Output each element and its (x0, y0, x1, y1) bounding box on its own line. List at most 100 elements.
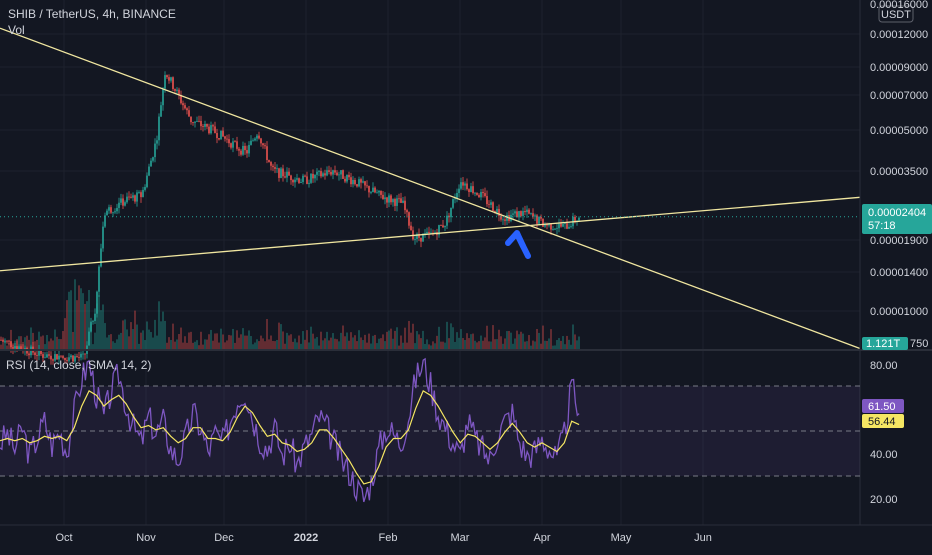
candle-body (440, 225, 442, 226)
volume-bar (206, 339, 208, 349)
volume-bar (470, 334, 472, 349)
candle-body (218, 138, 220, 140)
volume-bar (140, 332, 142, 349)
volume-bar (334, 338, 336, 349)
volume-bar (232, 328, 234, 349)
volume-bar (292, 341, 294, 349)
candle-body (490, 202, 492, 205)
candle-body (254, 138, 256, 141)
candle-body (166, 75, 168, 78)
candle-body (224, 136, 226, 139)
volume-bar (262, 338, 264, 349)
rsi-axis[interactable]: 80.00 40.00 20.00 (870, 360, 898, 506)
volume-bar (0, 344, 2, 349)
candle-body (400, 198, 402, 203)
candle-body (286, 171, 288, 178)
candle-body (446, 215, 448, 226)
volume-bar (60, 339, 62, 349)
volume-bar (466, 333, 468, 349)
volume-bar (480, 335, 482, 349)
time-axis[interactable]: Oct Nov Dec 2022 Feb Mar Apr May Jun (55, 532, 711, 544)
candle-body (422, 233, 424, 242)
candle-body (72, 355, 74, 362)
volume-bar (204, 339, 206, 349)
candle-body (426, 231, 428, 234)
descending-trendline[interactable] (0, 27, 861, 350)
volume-bar (152, 337, 154, 349)
volume-bar (34, 341, 36, 349)
volume-bar (566, 335, 568, 349)
currency-button[interactable]: USDT (878, 5, 914, 23)
candle-body (374, 187, 376, 193)
candle-body (334, 170, 336, 173)
candle-body (174, 89, 176, 91)
volume-bar (180, 327, 182, 349)
volume-bar (88, 289, 90, 349)
volume-bar (246, 335, 248, 349)
candle-body (568, 226, 570, 229)
candle-body (144, 187, 146, 190)
volume-bar (58, 339, 60, 349)
candle-body (340, 170, 342, 175)
volume-bar (398, 345, 400, 349)
symbol-legend[interactable]: SHIB / TetherUS, 4h, BINANCE (8, 7, 176, 21)
candle-body (342, 170, 344, 179)
volume-tick: 750 (910, 338, 928, 350)
candle-body (316, 171, 318, 175)
candle-body (186, 108, 188, 111)
volume-badge: 1.121T 750 (862, 337, 928, 350)
candle-body (260, 138, 262, 144)
candle-body (56, 354, 58, 360)
volume-bar (208, 334, 210, 349)
rsi-legend[interactable]: RSI (14, close, SMA, 14, 2) (6, 358, 151, 372)
candle-body (322, 173, 324, 177)
price-axis[interactable]: 0.00016000 0.00012000 0.00009000 0.00007… (870, 0, 928, 318)
ascending-trendline[interactable] (0, 196, 861, 272)
time-tick: Jun (694, 532, 712, 544)
candle-body (192, 122, 194, 123)
candle-body (58, 355, 60, 360)
volume-bar (500, 336, 502, 349)
volume-bar (40, 336, 42, 349)
volume-bar (42, 335, 44, 349)
volume-bar (388, 330, 390, 349)
candle-body (170, 77, 172, 81)
volume-bar (448, 338, 450, 349)
volume-bar (212, 340, 214, 349)
candle-body (452, 199, 454, 208)
candle-body (200, 120, 202, 127)
candle-body (54, 354, 56, 361)
candle-body (242, 145, 244, 155)
volume-bar (222, 334, 224, 349)
candle-body (146, 175, 148, 188)
volume-bar (174, 341, 176, 349)
time-tick: Feb (379, 532, 398, 544)
candle-body (488, 204, 490, 205)
volume-bar (410, 332, 412, 349)
candle-body (258, 135, 260, 139)
volume-bar (178, 334, 180, 349)
volume-bar (136, 324, 138, 349)
candle-body (0, 339, 2, 341)
volume-bar (362, 340, 364, 349)
arrow-annotation-icon[interactable] (505, 230, 531, 259)
candle-body (272, 165, 274, 168)
volume-bar (172, 323, 174, 349)
volume-bar (26, 335, 28, 349)
volume-legend[interactable]: Vol (8, 23, 25, 37)
volume-bar (302, 331, 304, 349)
candle-body (556, 228, 558, 230)
candle-body (458, 188, 460, 193)
volume-bar (146, 321, 148, 349)
candle-body (378, 190, 380, 193)
volume-bar (290, 334, 292, 349)
candle-body (292, 180, 294, 183)
candle-body (420, 237, 422, 242)
volume-bar (2, 339, 4, 349)
time-tick: 2022 (294, 532, 318, 544)
volume-bar (46, 334, 48, 349)
candle-body (476, 192, 478, 195)
volume-bar (384, 341, 386, 349)
